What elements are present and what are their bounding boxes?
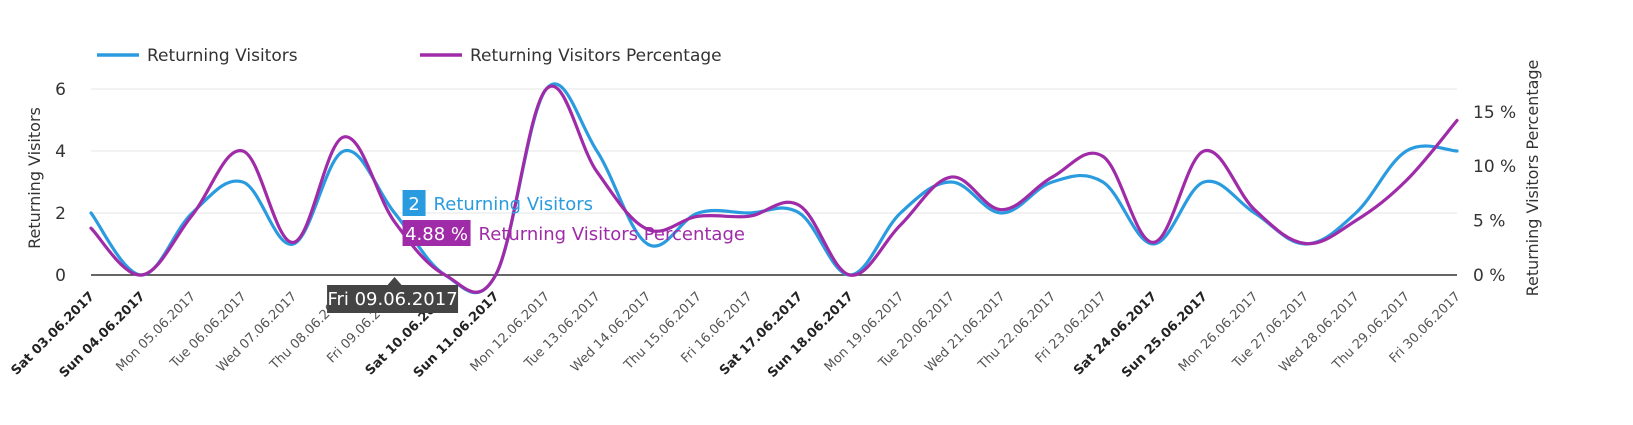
- series-line-returning-visitors: [89, 82, 1459, 295]
- tooltip-percentage-value-box: [402, 220, 471, 246]
- series-lines: [89, 82, 1459, 295]
- tooltip-percentage-label: Returning Visitors Percentage: [479, 224, 745, 245]
- tooltip-visitors-value-box: [402, 190, 426, 216]
- legend[interactable]: Returning Visitors Returning Visitors Per…: [97, 46, 722, 66]
- legend-label: Returning Visitors Percentage: [470, 46, 722, 66]
- tooltip: 2 Returning Visitors 4.88 % Returning Visit…: [327, 190, 745, 313]
- x-axis-tick-label: Sun 18.06.2017: [765, 289, 857, 381]
- tooltip-visitors-label: Returning Visitors: [434, 194, 593, 215]
- tooltip-visitors-value: 2: [408, 194, 419, 215]
- legend-item-returning-visitors-percentage[interactable]: Returning Visitors Percentage: [420, 46, 722, 66]
- tooltip-date-box: [327, 277, 459, 313]
- tooltip-percentage-value: 4.88 %: [405, 224, 468, 245]
- series-line-returning-visitors-percentage: [89, 84, 1459, 294]
- grid-lines: [91, 88, 1457, 214]
- tooltip-date-label: Fri 09.06.2017: [327, 289, 457, 310]
- x-axis-tick-label: Sat 03.06.2017: [9, 289, 98, 378]
- tooltip-date: Fri 09.06.2017: [327, 277, 459, 313]
- right-axis-tick-label: 5 %: [1473, 212, 1505, 232]
- right-axis-tick-label: 0 %: [1473, 266, 1505, 286]
- x-axis-tick-label: Sun 04.06.2017: [57, 289, 149, 381]
- tooltip-visitors: 2 Returning Visitors: [402, 190, 593, 216]
- left-axis-tick-label: 6: [55, 80, 66, 100]
- right-axis-tick-label: 15 %: [1473, 103, 1516, 123]
- left-axis-tick-label: 2: [55, 204, 66, 224]
- legend-label: Returning Visitors: [147, 46, 298, 66]
- left-axis-tick-label: 4: [55, 142, 66, 162]
- left-axis-title: Returning Visitors: [25, 107, 44, 249]
- legend-item-returning-visitors[interactable]: Returning Visitors: [97, 46, 298, 66]
- right-axis-title: Returning Visitors Percentage: [1523, 60, 1542, 297]
- tooltip-percentage: 4.88 % Returning Visitors Percentage: [402, 220, 745, 246]
- axes: 0 2 4 6 0 % 5 % 10 % 15 % Returning Visitors Retu…: [25, 60, 1542, 297]
- x-axis-tick-label: Sun 25.06.2017: [1119, 289, 1211, 381]
- left-axis-tick-label: 0: [55, 266, 66, 286]
- right-axis-tick-label: 10 %: [1473, 157, 1516, 177]
